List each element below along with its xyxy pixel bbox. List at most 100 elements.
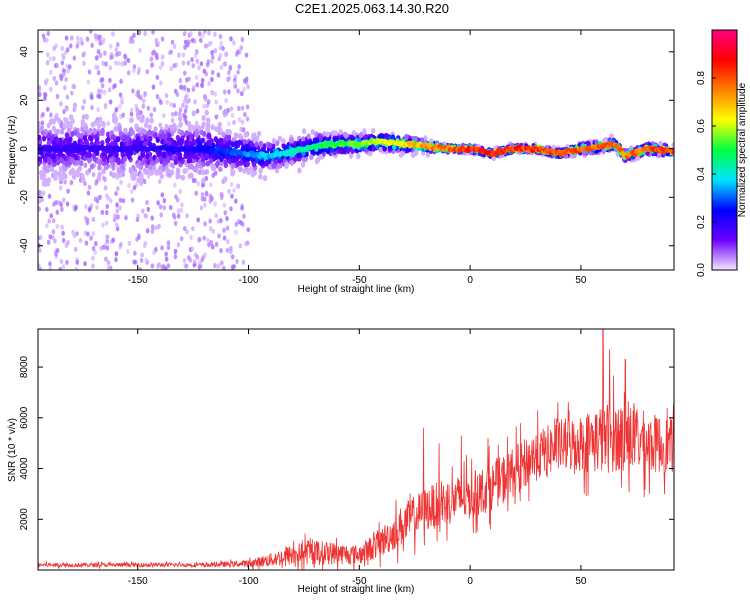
noise-point [41, 33, 46, 39]
noise-point [91, 245, 96, 252]
noise-point [89, 235, 93, 241]
noise-point [214, 99, 219, 105]
noise-point [209, 239, 213, 246]
spectral-point [75, 169, 81, 176]
noise-point [197, 264, 202, 270]
spectral-point [300, 136, 306, 143]
spectral-point [120, 164, 125, 171]
spectral-point [129, 117, 134, 124]
noise-point [192, 84, 196, 90]
noise-point [115, 208, 120, 214]
noise-point [179, 84, 183, 90]
spectral-point [153, 132, 158, 139]
y-tick-label: 2000 [19, 508, 30, 531]
spectral-point [49, 135, 55, 142]
noise-point [219, 217, 223, 224]
colorbar-gradient [711, 29, 738, 271]
noise-point [230, 112, 235, 119]
spectral-point [96, 158, 101, 165]
spectral-point [225, 128, 230, 135]
spectral-point [140, 159, 146, 166]
noise-point [62, 84, 67, 91]
noise-point [182, 31, 187, 37]
spectral-point [128, 166, 134, 173]
noise-point [144, 257, 149, 263]
noise-point [173, 254, 178, 260]
noise-point [65, 201, 70, 207]
noise-point [183, 44, 187, 50]
noise-point [169, 49, 174, 55]
noise-point [75, 35, 80, 41]
noise-point [133, 250, 137, 256]
noise-point [203, 221, 207, 227]
noise-point [91, 172, 96, 178]
noise-point [239, 219, 243, 226]
noise-point [240, 205, 244, 211]
noise-point [172, 102, 177, 109]
noise-point [176, 208, 181, 214]
noise-point [184, 93, 189, 99]
spectral-point [325, 148, 331, 155]
noise-point [59, 101, 63, 107]
noise-point [203, 252, 208, 258]
noise-point [87, 69, 92, 75]
spectral-point [254, 135, 260, 142]
noise-point [82, 99, 87, 105]
spectral-point [118, 130, 123, 137]
spectral-point [43, 130, 48, 137]
spectral-point [184, 130, 189, 137]
noise-point [129, 107, 134, 113]
noise-point [128, 38, 133, 45]
noise-point [62, 71, 66, 77]
noise-point [160, 54, 165, 60]
spectral-point [38, 134, 42, 141]
noise-point [246, 227, 251, 233]
noise-point [185, 229, 189, 235]
noise-point [234, 221, 239, 227]
noise-point [207, 80, 211, 87]
noise-point [119, 241, 123, 247]
noise-point [96, 70, 101, 76]
spectral-point [49, 118, 54, 125]
spectral-point [106, 136, 111, 143]
spectral-point [189, 172, 194, 179]
noise-point [150, 224, 155, 230]
noise-point [198, 37, 203, 43]
noise-point [108, 99, 113, 105]
spectral-point [348, 152, 354, 159]
noise-point [218, 45, 223, 51]
spectral-point [306, 133, 311, 140]
noise-point [230, 254, 235, 260]
noise-point [179, 207, 184, 213]
noise-point [118, 103, 122, 110]
noise-point [106, 260, 111, 266]
spectral-point [213, 136, 219, 143]
noise-point [229, 106, 234, 112]
spectral-point [117, 172, 122, 179]
noise-point [69, 179, 74, 186]
noise-point [101, 37, 106, 43]
spectral-point [300, 161, 306, 168]
colorbar-tick-label: 0.2 [696, 215, 707, 229]
spectral-point [289, 137, 295, 144]
noise-point [139, 257, 144, 264]
spectral-point [72, 102, 78, 109]
spectral-point [42, 169, 47, 176]
spectral-point [154, 169, 160, 176]
noise-point [204, 191, 209, 197]
noise-point [226, 76, 230, 83]
spectral-point [55, 137, 60, 144]
spectral-point [95, 139, 101, 146]
spectral-point [38, 156, 43, 163]
noise-point [166, 263, 171, 269]
noise-point [246, 84, 250, 90]
colorbar-label: Normalized spectral amplitude [737, 82, 748, 217]
spectral-point [314, 137, 319, 144]
noise-point [58, 73, 63, 79]
noise-point [243, 111, 247, 118]
noise-point [149, 62, 154, 68]
noise-point [155, 74, 160, 80]
spectral-point [139, 117, 144, 124]
colorbar-tick-label: 0.4 [696, 167, 707, 181]
spectral-point [188, 133, 194, 140]
